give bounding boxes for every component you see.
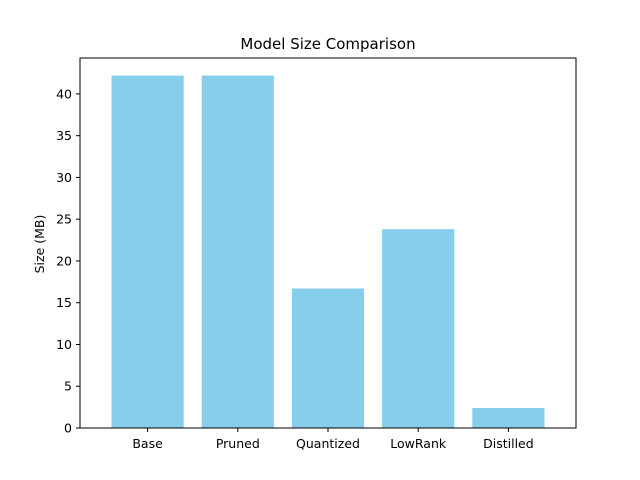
chart-title: Model Size Comparison — [240, 35, 415, 53]
y-ticks-group: 0 5 10 15 20 25 30 35 40 — [56, 86, 80, 436]
x-tick-label: Pruned — [216, 436, 260, 451]
y-tick-label: 10 — [56, 337, 72, 352]
y-tick-label: 30 — [56, 170, 72, 185]
y-tick-label: 25 — [56, 212, 72, 227]
x-tick-label: Quantized — [296, 436, 360, 451]
x-tick-label: LowRank — [390, 436, 447, 451]
y-tick-label: 35 — [56, 128, 72, 143]
y-tick-label: 15 — [56, 295, 72, 310]
y-tick-label: 40 — [56, 86, 72, 101]
bar-pruned — [201, 75, 274, 429]
y-tick-label: 5 — [64, 379, 72, 394]
bars-group — [111, 75, 545, 429]
bar-base — [111, 75, 184, 429]
y-axis-label: Size (MB) — [32, 215, 47, 274]
plot-frame — [79, 57, 577, 429]
x-tick-label: Base — [132, 436, 163, 451]
x-tick-label: Distilled — [483, 436, 534, 451]
x-ticks-group: Base Pruned Quantized LowRank Distilled — [132, 428, 534, 451]
bar-quantized — [291, 288, 365, 428]
bar-lowrank — [382, 229, 455, 428]
y-tick-label: 0 — [64, 421, 72, 436]
bar-distilled — [472, 407, 545, 428]
y-tick-label: 20 — [56, 253, 72, 268]
